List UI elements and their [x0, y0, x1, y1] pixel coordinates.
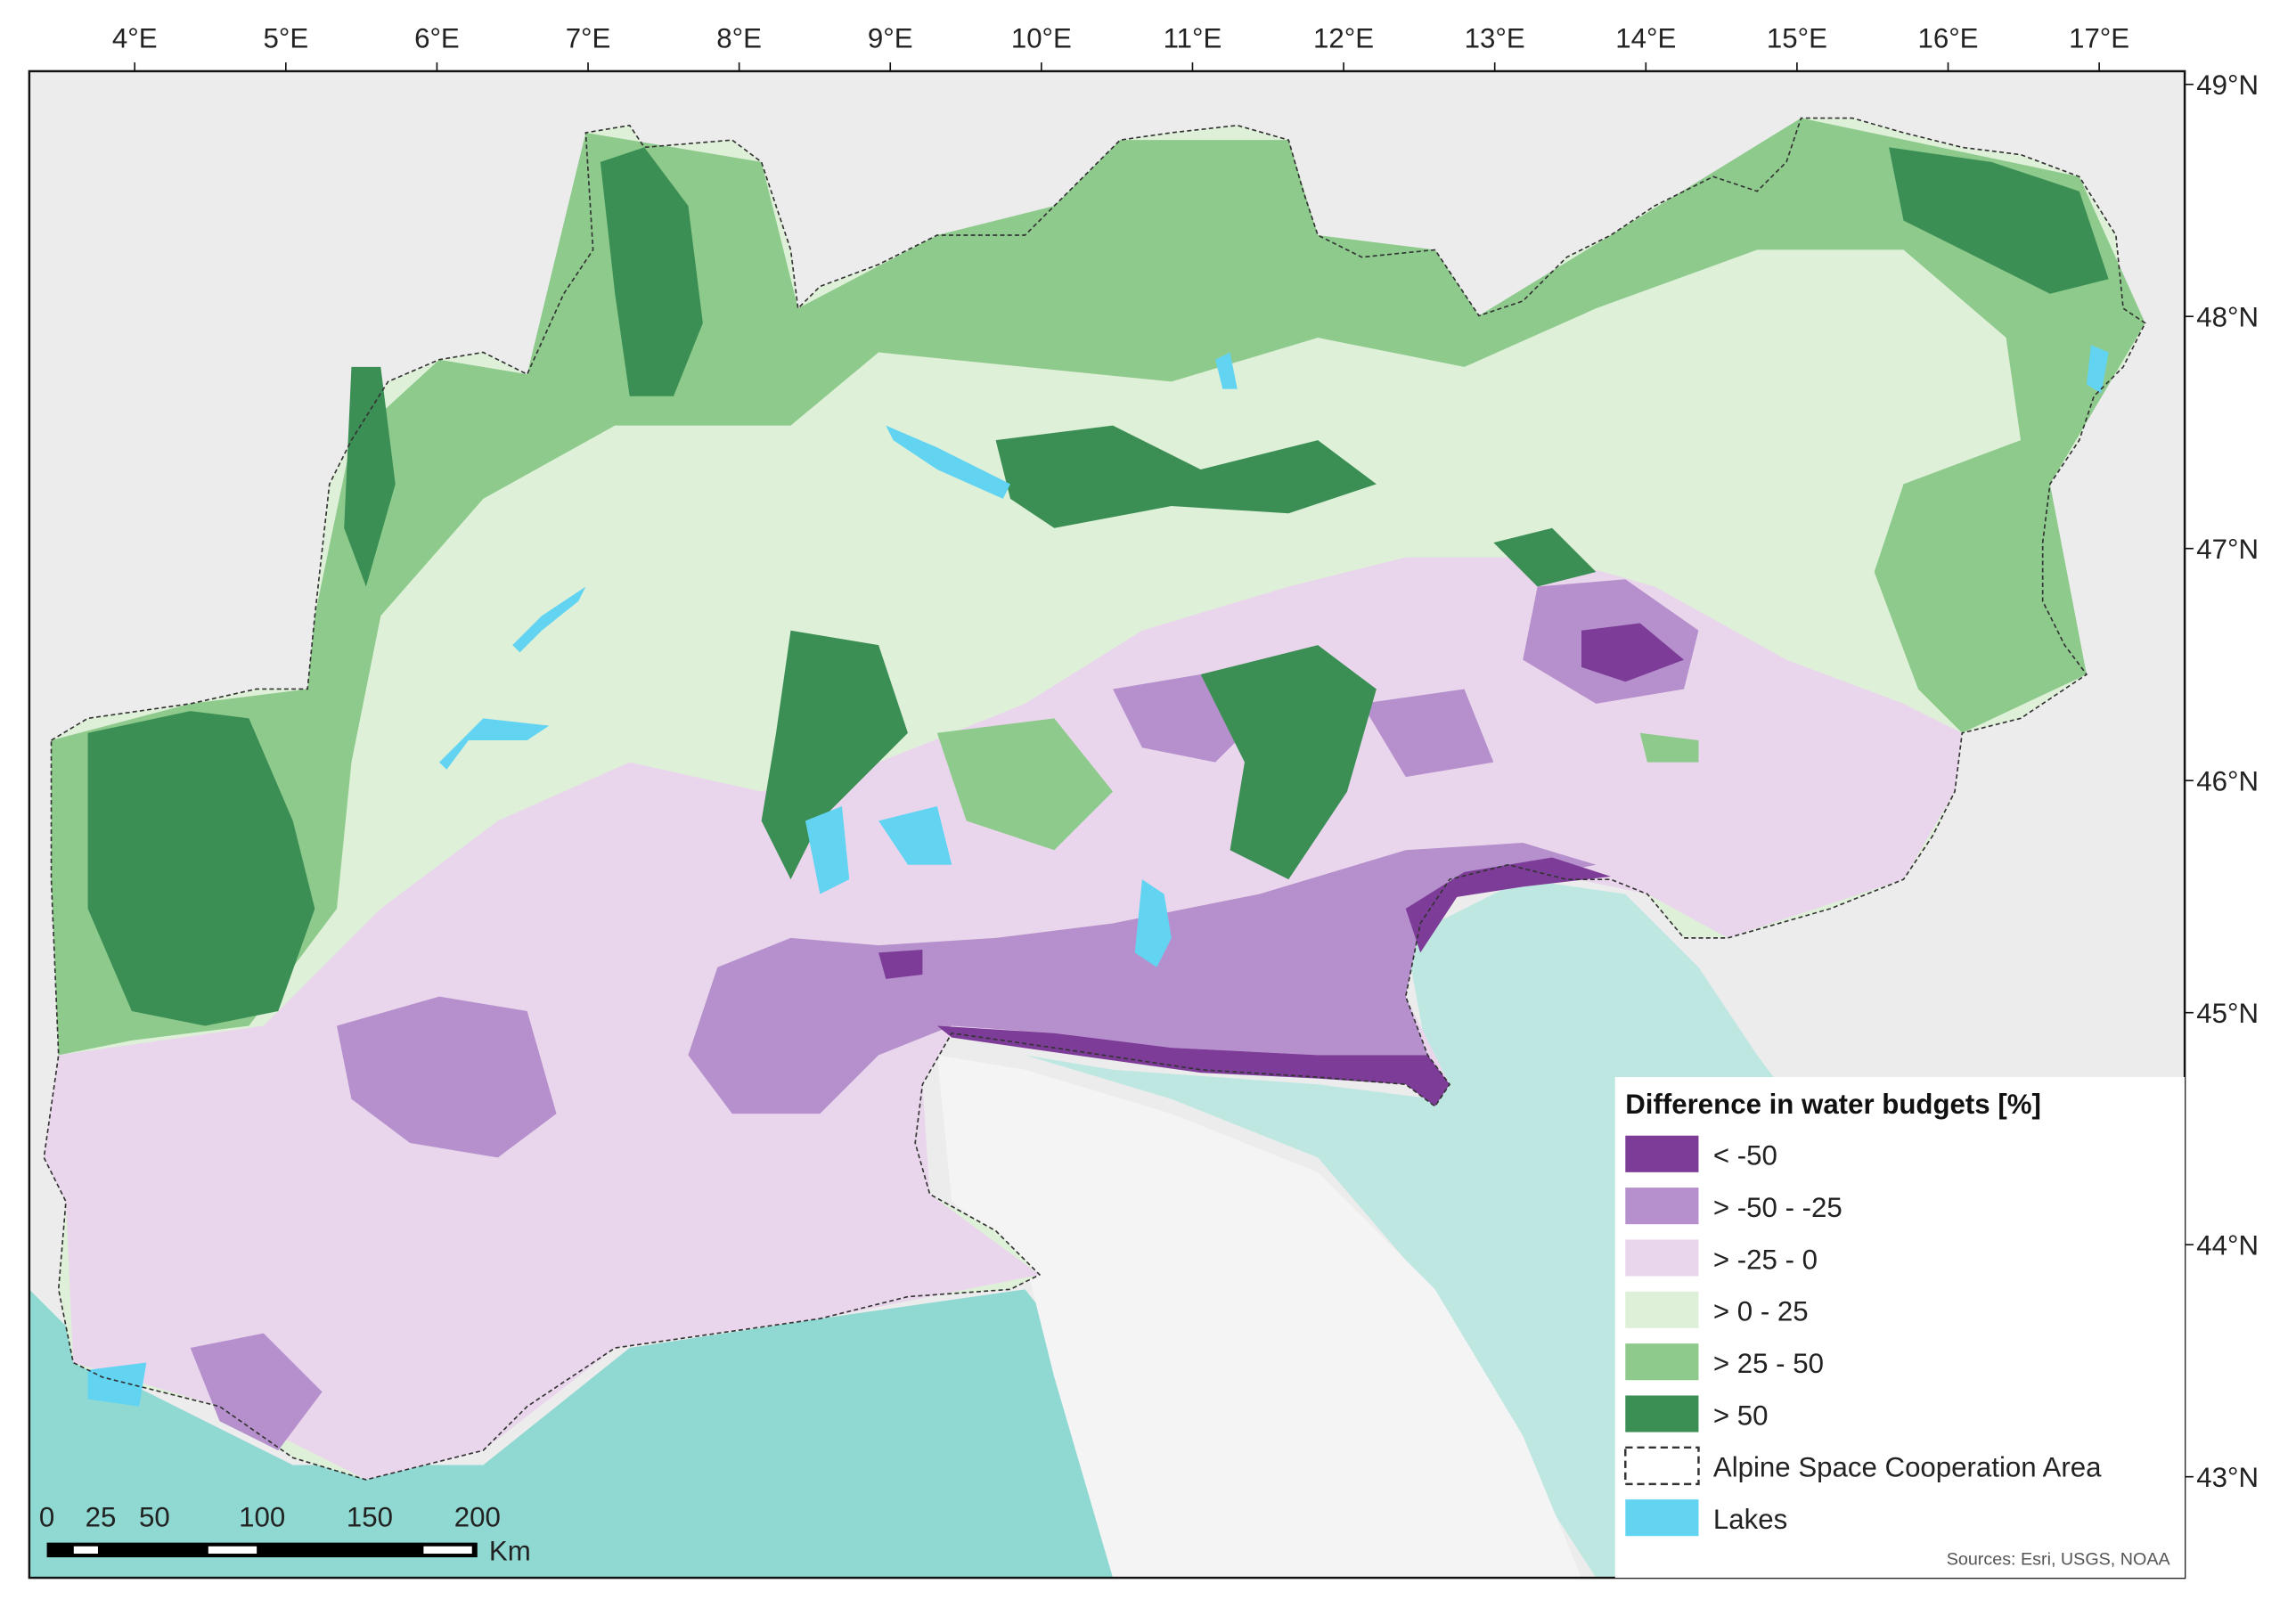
lake	[87, 1362, 147, 1407]
graticule-labels: 4°E 5°E 6°E 7°E 8°E 9°E 10°E 11°E 12°E 13°E 14°E 15…	[112, 23, 2259, 1494]
zone-dark-purple	[878, 950, 923, 979]
lake	[2086, 345, 2109, 394]
lon-label: 10°E	[1011, 23, 1072, 54]
cooperation-area-border	[43, 117, 2146, 1481]
scale-unit: Km	[489, 1535, 531, 1566]
zone-dark-green	[995, 425, 1377, 528]
scale-bar-segment	[127, 1546, 152, 1554]
zone-dark-green	[1200, 645, 1377, 880]
legend-title: Difference in water budgets [%]	[1625, 1089, 2041, 1120]
zone-purple	[190, 1333, 323, 1451]
lat-label: 46°N	[2196, 766, 2259, 797]
lon-label: 9°E	[868, 23, 913, 54]
legend-box	[1614, 1077, 2186, 1579]
zone-dark-green	[761, 630, 908, 880]
lake	[439, 718, 550, 770]
scale-bar-segment	[73, 1546, 98, 1554]
lake	[512, 586, 586, 653]
lon-label: 13°E	[1465, 23, 1525, 54]
sources: Sources: Esri, USGS, NOAA	[1947, 1549, 2171, 1569]
scale-label: 50	[139, 1502, 170, 1533]
scale-label: 25	[86, 1502, 117, 1533]
legend-label: > -50 - -25	[1713, 1192, 1843, 1223]
zone-purple	[1361, 689, 1494, 778]
scale-label: 200	[454, 1502, 501, 1533]
lake	[1134, 879, 1172, 967]
scale-bar-segment	[423, 1546, 472, 1554]
lat-label: 48°N	[2196, 302, 2259, 333]
legend-swatch	[1625, 1135, 1699, 1172]
scale-label: 150	[347, 1502, 393, 1533]
legend-swatch	[1625, 1395, 1699, 1433]
legend-swatch	[1624, 1446, 1700, 1486]
scale-label: 100	[239, 1502, 285, 1533]
lat-label: 43°N	[2196, 1462, 2259, 1493]
zone-dark-green	[1889, 147, 2109, 294]
lat-label: 44°N	[2196, 1230, 2259, 1261]
lake	[886, 425, 1011, 499]
zone-green	[936, 718, 1114, 851]
scale-label: 0	[39, 1502, 54, 1533]
zone-dark-green	[87, 711, 315, 1026]
legend-label: Lakes	[1713, 1504, 1787, 1535]
mediterranean-sea	[29, 1289, 1142, 1579]
lon-label: 14°E	[1615, 23, 1676, 54]
scale-bar-frame	[46, 1542, 478, 1558]
lat-label: 47°N	[2196, 534, 2259, 565]
zone-dark-green	[600, 147, 703, 396]
italy-land	[936, 1055, 1581, 1579]
legend-swatch	[1625, 1343, 1699, 1381]
lon-label: 12°E	[1313, 23, 1374, 54]
legend-label: > 25 - 50	[1713, 1348, 1824, 1379]
scale-bar-segment	[208, 1546, 257, 1554]
lon-label: 17°E	[2069, 23, 2129, 54]
legend-swatch	[1625, 1291, 1699, 1328]
zone-dark-green	[1493, 527, 1597, 587]
lake	[878, 805, 952, 865]
lon-label: 7°E	[566, 23, 611, 54]
zone-purple	[337, 996, 557, 1158]
lon-label: 4°E	[112, 23, 158, 54]
lake	[1215, 352, 1238, 389]
map-frame	[28, 69, 2186, 1579]
zone-dark-green	[344, 366, 396, 587]
scale-bar-segment	[315, 1546, 364, 1554]
lat-label: 45°N	[2196, 998, 2259, 1029]
legend-label: < -50	[1713, 1140, 1777, 1171]
legend-label: > -25 - 0	[1713, 1244, 1818, 1275]
legend-label: Alpine Space Cooperation Area	[1713, 1452, 2102, 1483]
alpine-region	[43, 117, 2146, 1481]
lon-label: 11°E	[1164, 23, 1222, 54]
zone-dark-purple	[1581, 623, 1685, 682]
lakes	[87, 345, 2109, 1407]
lon-label: 5°E	[263, 23, 308, 54]
lon-label: 16°E	[1917, 23, 1978, 54]
zone-green	[51, 118, 2145, 1056]
legend-label: > 50	[1713, 1400, 1769, 1431]
lon-label: 15°E	[1767, 23, 1827, 54]
zone-green	[1639, 732, 1699, 763]
legend-label: > 0 - 25	[1713, 1296, 1809, 1327]
legend-swatch	[1625, 1239, 1699, 1277]
lake	[805, 805, 850, 894]
lat-label: 49°N	[2196, 69, 2259, 101]
lon-label: 8°E	[716, 23, 762, 54]
zone-purple	[688, 843, 1597, 1114]
legend: Difference in water budgets [%] < -50 > -…	[1614, 1077, 2186, 1579]
legend-swatch	[1625, 1499, 1699, 1537]
zone-dark-purple	[1405, 857, 1611, 953]
zone-dark-purple	[936, 1025, 1450, 1106]
legend-swatch	[1625, 1188, 1699, 1225]
lon-label: 6°E	[414, 23, 460, 54]
